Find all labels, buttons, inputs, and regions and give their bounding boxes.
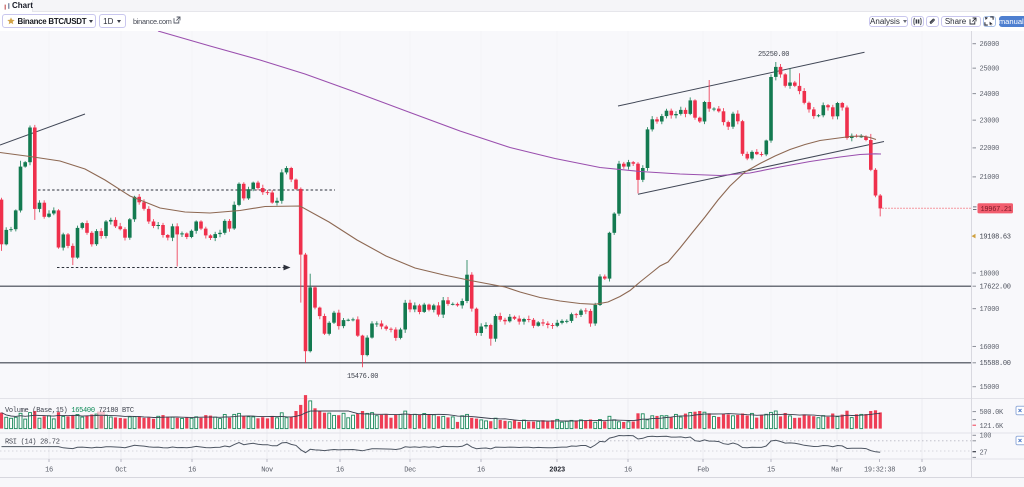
svg-text:15476.00: 15476.00 <box>347 373 378 381</box>
svg-text:16: 16 <box>624 467 632 475</box>
svg-text:19: 19 <box>918 467 926 475</box>
svg-text:Mar: Mar <box>831 467 843 475</box>
svg-text:16: 16 <box>188 467 196 475</box>
svg-text:15: 15 <box>767 467 775 475</box>
svg-text:23000: 23000 <box>980 118 1000 126</box>
svg-text:15588.00: 15588.00 <box>980 360 1011 368</box>
svg-text:22000: 22000 <box>980 145 1000 153</box>
svg-text:16: 16 <box>477 467 485 475</box>
svg-text:26000: 26000 <box>980 41 1000 49</box>
svg-text:16: 16 <box>336 467 344 475</box>
svg-text:Oct: Oct <box>115 467 127 475</box>
svg-text:RSI (14) 28.72: RSI (14) 28.72 <box>5 438 60 446</box>
svg-text:Feb: Feb <box>697 467 709 475</box>
svg-text:19108.63: 19108.63 <box>980 234 1011 242</box>
svg-text:Dec: Dec <box>404 467 416 475</box>
svg-text:17622.00: 17622.00 <box>980 284 1011 292</box>
svg-text:16000: 16000 <box>980 344 1000 352</box>
svg-text:16: 16 <box>45 467 53 475</box>
svg-text:Nov: Nov <box>261 467 273 475</box>
svg-text:500.0K: 500.0K <box>980 409 1005 417</box>
svg-text:21000: 21000 <box>980 174 1000 182</box>
svg-text:18000: 18000 <box>980 270 1000 278</box>
svg-text:27: 27 <box>980 449 988 457</box>
svg-text:Volume (Base,15) 165400 72180: Volume (Base,15) 165400 72180 BTC <box>5 407 134 415</box>
svg-text:17000: 17000 <box>980 306 1000 314</box>
svg-text:15000: 15000 <box>980 384 1000 392</box>
svg-text:2023: 2023 <box>549 467 565 475</box>
svg-text:25250.00: 25250.00 <box>758 51 789 59</box>
svg-text:19967.21: 19967.21 <box>981 206 1012 214</box>
svg-text:24000: 24000 <box>980 91 1000 99</box>
svg-text:100: 100 <box>980 433 992 441</box>
svg-text:19:32:38: 19:32:38 <box>864 467 895 475</box>
svg-text:121.6K: 121.6K <box>980 423 1005 431</box>
svg-text:25000: 25000 <box>980 66 1000 74</box>
